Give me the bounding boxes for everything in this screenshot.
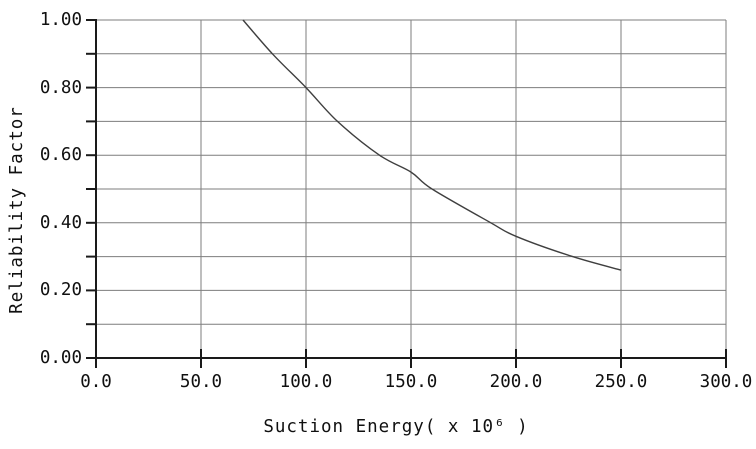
x-tick-label: 100.0 — [279, 372, 333, 392]
y-axis-title: Reliability Factor — [7, 106, 27, 314]
reliability-curve — [242, 19, 622, 271]
y-tick-label: 0.00 — [39, 348, 82, 368]
x-tick-label: 250.0 — [594, 372, 648, 392]
y-tick-label: 0.20 — [39, 280, 82, 301]
x-axis-title: Suction Energy( x 10⁶ ) — [263, 417, 529, 437]
y-tick-label: 0.80 — [39, 77, 82, 98]
x-tick-label: 50.0 — [179, 372, 223, 392]
x-tick-label: 150.0 — [384, 372, 438, 392]
y-tick-label: 0.40 — [39, 212, 82, 233]
x-tick-label: 300.0 — [699, 372, 753, 392]
y-tick-label: 1.00 — [39, 10, 82, 30]
x-tick-label: 0.0 — [80, 372, 112, 392]
x-tick-label: 200.0 — [489, 372, 543, 392]
y-tick-label: 0.60 — [39, 145, 82, 166]
